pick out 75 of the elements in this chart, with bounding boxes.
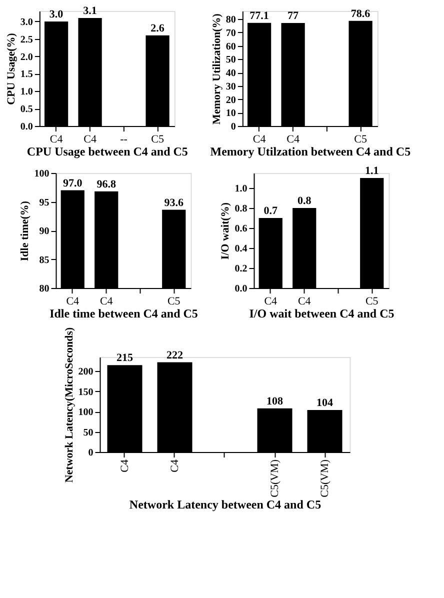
data-label: 93.6: [164, 196, 184, 209]
x-tick-label: C4: [66, 296, 80, 308]
y-tick-label: 150: [78, 386, 94, 398]
x-tick-label: C5: [365, 296, 379, 308]
x-tick-label: C4: [100, 296, 114, 308]
y-tick-label: 40: [226, 68, 236, 80]
data-label: 97.0: [63, 177, 83, 190]
y-tick-label: 1.5: [20, 69, 33, 80]
x-tick-label: --: [120, 134, 128, 146]
y-axis-title: I/O wait(%): [220, 202, 232, 260]
y-tick-label: 3.0: [20, 16, 33, 28]
y-tick-label: 1.0: [234, 184, 248, 194]
data-label: 215: [116, 352, 134, 364]
data-label: 0.8: [298, 195, 312, 207]
x-tick-label: C4: [118, 459, 131, 472]
data-label: 1.1: [365, 165, 379, 177]
x-tick-label: C4: [286, 134, 300, 146]
x-tick-label: C5: [151, 134, 164, 146]
y-tick-label: 2.5: [20, 34, 33, 46]
y-axis-title: CPU Usage(%): [5, 32, 18, 105]
x-tick-label: C4: [252, 134, 266, 146]
y-tick-label: 0.8: [234, 204, 248, 214]
y-tick-label: 0.0: [20, 122, 33, 132]
data-label: 222: [166, 349, 184, 362]
y-tick-label: 2.0: [20, 52, 33, 63]
y-axis-title: Network Latency(MicroSeconds): [63, 327, 76, 483]
x-axis-title: I/O wait between C4 and C5: [249, 306, 394, 320]
y-tick-label: 50: [226, 54, 236, 66]
y-tick-label: 1.0: [20, 86, 33, 98]
x-tick-label: C4: [50, 134, 64, 146]
y-tick-label: 100: [78, 407, 94, 418]
x-axis-title: CPU Usage between C4 and C5: [26, 144, 188, 158]
data-label: 3.1: [83, 4, 97, 17]
data-label: 2.6: [150, 22, 165, 34]
data-label: 96.8: [96, 178, 116, 190]
data-label: 0.7: [264, 205, 278, 217]
y-tick-label: 0: [230, 122, 236, 132]
y-tick-label: 70: [226, 28, 236, 39]
y-tick-label: 30: [226, 81, 236, 92]
x-axis-title: Idle time between C4 and C5: [50, 306, 198, 320]
x-tick-label: C5(VM): [268, 459, 281, 498]
y-tick-label: 200: [78, 366, 94, 378]
y-tick-label: 60: [226, 41, 236, 52]
data-label: 77: [288, 10, 300, 22]
y-tick-label: 20: [226, 94, 236, 106]
y-tick-label: 0.4: [234, 244, 248, 254]
x-tick-label: C5(VM): [318, 459, 331, 498]
y-tick-label: 80: [226, 14, 236, 26]
y-tick-label: 50: [83, 427, 94, 438]
y-axis-title: Idle time(%): [19, 200, 32, 262]
y-axis-title: Memory Utilization(%): [210, 13, 223, 124]
x-tick-label: C5: [354, 134, 368, 146]
y-tick-label: 0.5: [20, 104, 33, 116]
y-tick-label: 100: [34, 168, 50, 180]
y-tick-label: 0: [88, 448, 94, 458]
y-tick-label: 90: [39, 226, 50, 237]
data-label: 77.1: [250, 10, 269, 22]
y-tick-label: 0.2: [234, 264, 248, 274]
data-label: 108: [266, 395, 284, 408]
x-tick-label: C4: [84, 134, 97, 146]
data-label: 78.6: [350, 8, 371, 20]
y-tick-label: 95: [39, 197, 50, 208]
y-tick-label: 85: [39, 254, 50, 266]
data-label: 104: [316, 396, 334, 409]
x-tick-label: C4: [264, 296, 278, 308]
y-tick-label: 0.6: [234, 224, 248, 234]
y-tick-label: 10: [226, 108, 236, 120]
x-tick-label: C5: [167, 296, 181, 308]
y-tick-label: 80: [39, 284, 50, 294]
x-axis-title: Memory Utilzation between C4 and C5: [210, 144, 411, 158]
x-tick-label: C4: [168, 459, 181, 472]
x-axis-title: Network Latency between C4 and C5: [129, 497, 322, 512]
y-tick-label: 0.0: [234, 284, 248, 294]
data-label: 3.0: [49, 8, 64, 20]
x-tick-label: C4: [298, 296, 312, 308]
